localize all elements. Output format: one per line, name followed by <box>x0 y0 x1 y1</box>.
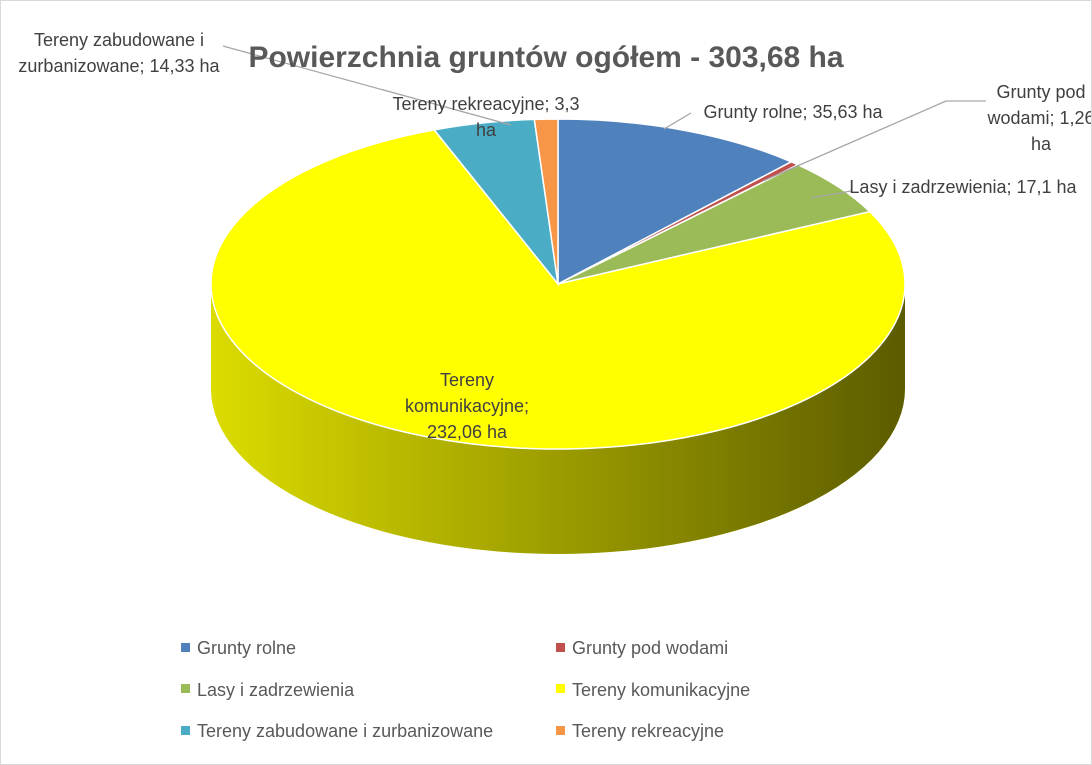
legend-label: Grunty pod wodami <box>572 638 729 658</box>
chart-title: Powierzchnia gruntów ogółem - 303,68 ha <box>248 41 844 74</box>
legend-entry: Grunty rolne <box>181 638 296 659</box>
legend-entry: Tereny komunikacyjne <box>556 680 750 701</box>
leader-line <box>663 112 692 130</box>
data-label: Lasy i zadrzewienia; 17,1 ha <box>849 177 1077 197</box>
data-label: Grunty rolne; 35,63 ha <box>703 102 883 122</box>
pie-slice <box>210 129 906 450</box>
pie-slice <box>557 118 793 286</box>
legend-entry: Lasy i zadrzewienia <box>181 680 354 701</box>
legend-entry: Grunty pod wodami <box>556 638 728 659</box>
legend-entry: Tereny rekreacyjne <box>556 721 724 742</box>
legend-swatch <box>181 684 190 694</box>
legend-label: Grunty rolne <box>197 638 297 658</box>
data-label: Tereny rekreacyjne; 3,3 ha <box>392 94 580 140</box>
leader-line <box>222 45 512 126</box>
legend-label: Tereny zabudowane i zurbanizowane <box>197 721 494 741</box>
legend-label: Lasy i zadrzewienia <box>197 679 355 700</box>
legend-entry: Tereny zabudowane i zurbanizowane <box>181 721 493 742</box>
pie-slice <box>533 118 559 285</box>
legend-swatch <box>181 642 190 652</box>
legend-label: Tereny rekreacyjne <box>572 721 725 741</box>
legend-swatch <box>556 684 565 694</box>
data-label: Tereny zabudowane i zurbanizowane; 14,33… <box>18 30 220 76</box>
legend-swatch <box>181 725 190 735</box>
data-label: Grunty pod wodami; 1,26 ha <box>987 82 1092 154</box>
data-label: Tereny komunikacyjne; 232,06 ha <box>404 370 530 442</box>
legend-label: Tereny komunikacyjne <box>572 679 751 700</box>
legend-swatch <box>556 642 565 652</box>
pie-side-shade <box>211 284 905 554</box>
leader-line <box>762 100 986 182</box>
legend-swatch <box>556 725 565 735</box>
leader-line <box>810 190 852 199</box>
